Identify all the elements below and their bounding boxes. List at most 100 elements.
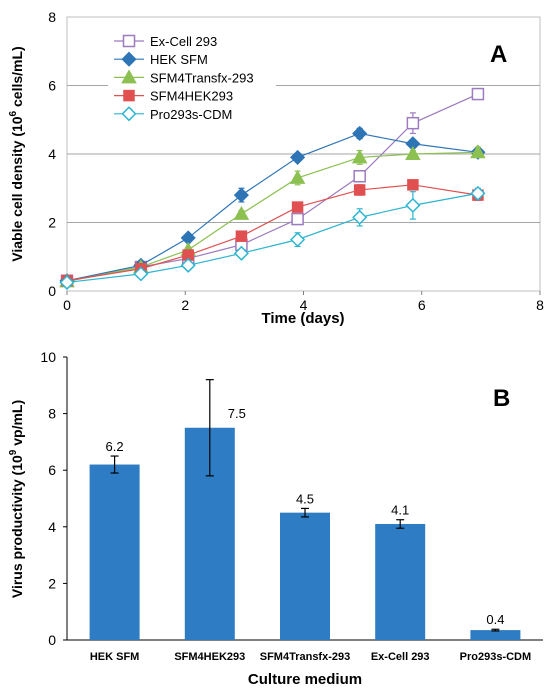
bar bbox=[89, 464, 140, 640]
legend-entry: SFM4HEK293 bbox=[114, 89, 233, 104]
data-point bbox=[407, 179, 419, 191]
panel-b-y-axis-label-tail: vp/mL) bbox=[9, 400, 25, 450]
panel-a-y-axis-label: Viable cell density (106 cells/mL) bbox=[8, 46, 25, 261]
data-point bbox=[180, 257, 196, 273]
panel-b-bars: 6.2 HEK SFM 7.5 SFM4HEK293 4.5 SFM4Transfx-29… bbox=[89, 379, 532, 663]
legend-label: Pro293s-CDM bbox=[150, 107, 232, 122]
data-point bbox=[290, 232, 306, 248]
bar bbox=[280, 512, 330, 640]
legend-label: SFM4HEK293 bbox=[150, 89, 233, 104]
panel-a-y-tick-label: 2 bbox=[48, 215, 56, 231]
panel-a-x-axis-label: Time (days) bbox=[261, 310, 344, 327]
panel-b-y-tick-label: 2 bbox=[48, 575, 56, 591]
panel-a-legend: Ex-Cell 293 HEK SFM SFM4Transfx-293 SFM4HEK… bbox=[108, 28, 276, 122]
data-point bbox=[291, 201, 304, 213]
panel-b-y-tick-label: 8 bbox=[48, 406, 56, 422]
bar bbox=[375, 523, 426, 640]
legend-entry: HEK SFM bbox=[114, 51, 208, 67]
panel-a-x-tick-label: 6 bbox=[418, 297, 426, 313]
category-label: Pro293s-CDM bbox=[460, 651, 532, 663]
legend-marker bbox=[121, 106, 137, 122]
panel-b: 0 2 4 6 8 10 6.2 HEK SFM 7.5 SFM4HEK293 4.5 SFM4Tr… bbox=[8, 349, 543, 688]
panel-a-x-tick-label: 0 bbox=[63, 297, 71, 313]
category-label: HEK SFM bbox=[90, 651, 140, 663]
series-pro293s-cdm bbox=[59, 185, 486, 290]
series-line bbox=[66, 184, 479, 282]
bar-group: 7.5 SFM4HEK293 bbox=[174, 379, 246, 663]
series-line bbox=[66, 192, 479, 284]
data-point bbox=[289, 169, 306, 184]
legend-entry: Ex-Cell 293 bbox=[114, 34, 217, 49]
series-line bbox=[66, 132, 478, 282]
panel-a-y-axis-label-tail: cells/mL) bbox=[9, 46, 25, 111]
panel-a-y-axis-label-main: Viable cell density (10 bbox=[9, 116, 25, 261]
data-point bbox=[405, 197, 421, 213]
series-sfm4transfx-293 bbox=[59, 144, 486, 288]
legend-entry: Pro293s-CDM bbox=[114, 106, 232, 122]
panel-a-y-tick-label: 0 bbox=[48, 283, 56, 299]
data-point bbox=[353, 184, 366, 196]
data-point bbox=[405, 145, 421, 160]
panel-a-y-tick-label: 8 bbox=[48, 9, 56, 25]
bar bbox=[470, 630, 521, 640]
bar-value-label: 0.4 bbox=[486, 612, 504, 627]
panel-a-y-tick-label: 4 bbox=[48, 146, 56, 162]
bar-value-label: 4.1 bbox=[391, 503, 409, 518]
panel-b-y-tick-label: 6 bbox=[48, 462, 56, 478]
bar-value-label: 7.5 bbox=[228, 406, 246, 421]
data-point bbox=[352, 209, 368, 225]
panel-a-x-tick-label: 8 bbox=[536, 297, 544, 313]
panel-a-y-tick-label: 6 bbox=[48, 78, 56, 94]
panel-a-label: A bbox=[490, 41, 507, 68]
data-point bbox=[59, 274, 75, 290]
data-point bbox=[290, 149, 306, 165]
panel-a-axes: 0 2 4 6 8 0 2 4 6 8 bbox=[48, 9, 544, 313]
data-point bbox=[406, 116, 420, 130]
legend-marker bbox=[121, 51, 137, 67]
panel-b-y-tick-label: 4 bbox=[48, 519, 56, 535]
bar-group: 0.4 Pro293s-CDM bbox=[460, 612, 532, 663]
bar-group: 6.2 HEK SFM bbox=[89, 439, 140, 663]
panel-a-x-tick-label: 4 bbox=[300, 297, 308, 313]
panel-a-series bbox=[59, 87, 486, 290]
data-point bbox=[470, 185, 486, 201]
data-point bbox=[291, 212, 304, 226]
panel-b-y-axis-label: Virus productivity (109 vp/mL) bbox=[8, 400, 25, 598]
bar-group: 4.1 Ex-Cell 293 bbox=[371, 503, 430, 663]
legend-entry: SFM4Transfx-293 bbox=[114, 69, 254, 85]
data-point bbox=[351, 149, 368, 164]
legend-background bbox=[108, 28, 276, 120]
panel-b-y-tick-label: 10 bbox=[40, 349, 56, 365]
legend-marker bbox=[123, 89, 135, 102]
panel-b-x-axis-label: Culture medium bbox=[248, 671, 362, 688]
data-point bbox=[133, 266, 149, 282]
category-label: SFM4Transfx-293 bbox=[260, 651, 350, 663]
series-line bbox=[66, 151, 478, 282]
panel-a: 0 2 4 6 8 0 2 4 6 8 Ex-Cell 293 HEK SFM SFM4Transfx… bbox=[8, 9, 544, 327]
legend-label: SFM4Transfx-293 bbox=[150, 70, 254, 85]
panel-b-axes: 0 2 4 6 8 10 bbox=[40, 349, 67, 648]
panel-b-y-axis-label-exp: 9 bbox=[8, 449, 19, 455]
data-point bbox=[470, 144, 486, 159]
bar-group: 4.5 SFM4Transfx-293 bbox=[260, 491, 350, 663]
panel-a-x-tick-label: 2 bbox=[181, 297, 189, 313]
data-point bbox=[352, 125, 368, 142]
data-point bbox=[233, 205, 250, 220]
data-point bbox=[233, 187, 249, 203]
panel-a-y-axis-label-exp: 6 bbox=[8, 110, 19, 116]
panel-b-y-axis-label-main: Virus productivity (10 bbox=[9, 455, 25, 598]
legend-label: Ex-Cell 293 bbox=[150, 34, 217, 49]
panel-b-label: B bbox=[493, 385, 510, 412]
legend-label: HEK SFM bbox=[150, 52, 208, 67]
panel-b-y-tick-label: 0 bbox=[48, 632, 56, 648]
category-label: SFM4HEK293 bbox=[174, 651, 245, 663]
series-hek-sfm bbox=[59, 125, 486, 289]
bar-value-label: 6.2 bbox=[106, 439, 124, 454]
data-point bbox=[353, 170, 366, 183]
legend-marker bbox=[121, 69, 137, 84]
data-point bbox=[471, 87, 485, 101]
category-label: Ex-Cell 293 bbox=[371, 651, 430, 663]
legend-marker bbox=[122, 34, 136, 48]
